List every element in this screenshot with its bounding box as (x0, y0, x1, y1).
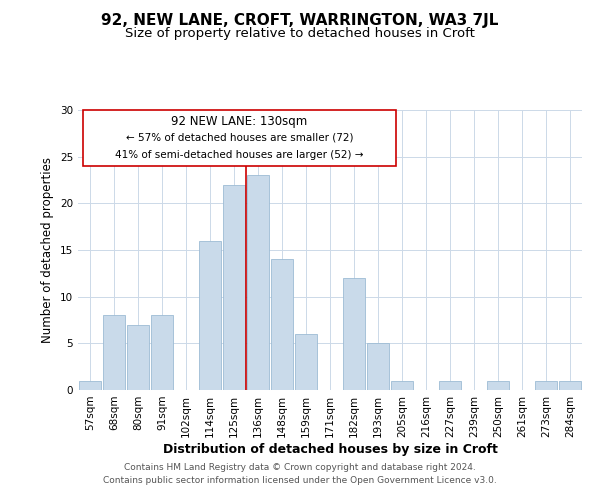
Bar (367, 344, 389, 390)
Bar (439, 380, 461, 390)
Text: Size of property relative to detached houses in Croft: Size of property relative to detached ho… (125, 28, 475, 40)
Bar (79, 380, 101, 390)
Bar (559, 380, 581, 390)
Bar (271, 260, 293, 390)
Bar (103, 316, 125, 390)
Text: ← 57% of detached houses are smaller (72): ← 57% of detached houses are smaller (72… (125, 133, 353, 143)
Bar (391, 380, 413, 390)
Bar (151, 316, 173, 390)
Bar (127, 324, 149, 390)
Bar (535, 380, 557, 390)
Bar (199, 240, 221, 390)
Text: 41% of semi-detached houses are larger (52) →: 41% of semi-detached houses are larger (… (115, 150, 364, 160)
Text: 92 NEW LANE: 130sqm: 92 NEW LANE: 130sqm (171, 114, 307, 128)
Bar (223, 184, 245, 390)
Text: Contains HM Land Registry data © Crown copyright and database right 2024.: Contains HM Land Registry data © Crown c… (124, 464, 476, 472)
FancyBboxPatch shape (83, 110, 395, 166)
X-axis label: Distribution of detached houses by size in Croft: Distribution of detached houses by size … (163, 442, 497, 456)
Text: 92, NEW LANE, CROFT, WARRINGTON, WA3 7JL: 92, NEW LANE, CROFT, WARRINGTON, WA3 7JL (101, 12, 499, 28)
Y-axis label: Number of detached properties: Number of detached properties (41, 157, 55, 343)
Bar (487, 380, 509, 390)
Text: Contains public sector information licensed under the Open Government Licence v3: Contains public sector information licen… (103, 476, 497, 485)
Bar (343, 278, 365, 390)
Bar (247, 176, 269, 390)
Bar (295, 334, 317, 390)
